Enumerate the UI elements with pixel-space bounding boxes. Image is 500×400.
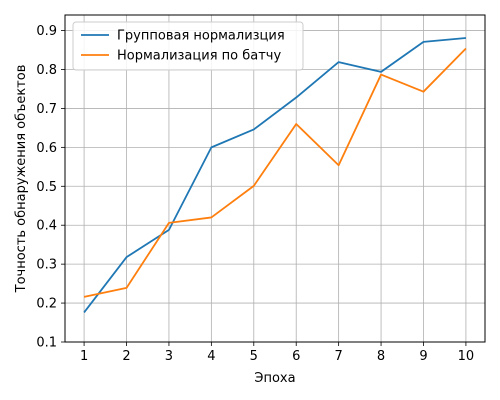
x-tick-label: 3 bbox=[165, 349, 173, 364]
y-tick-label: 0.3 bbox=[36, 258, 57, 273]
y-tick-label: 0.8 bbox=[36, 63, 57, 78]
x-axis-label: Эпоха bbox=[254, 371, 295, 386]
plot-area-frame bbox=[64, 14, 486, 343]
x-tick-label: 6 bbox=[292, 349, 300, 364]
series-lines bbox=[83, 37, 467, 313]
y-tick-label: 0.9 bbox=[36, 24, 57, 39]
legend-label-2: Нормализация по батчу bbox=[117, 49, 281, 64]
y-axis-label: Точность обнаружения объектов bbox=[14, 65, 29, 294]
x-axis-ticks: 1 2 3 4 5 6 7 8 9 10 bbox=[80, 342, 474, 364]
x-tick-label: 1 bbox=[80, 349, 88, 364]
x-tick-label: 7 bbox=[334, 349, 342, 364]
y-tick-label: 0.7 bbox=[36, 102, 57, 117]
legend: Групповая нормализция Нормализация по бат… bbox=[72, 21, 304, 71]
x-tick-label: 9 bbox=[419, 349, 427, 364]
x-tick-label: 2 bbox=[122, 349, 130, 364]
y-tick-label: 0.5 bbox=[36, 180, 57, 195]
series-line-1 bbox=[83, 37, 466, 313]
legend-label-1: Групповая нормализция bbox=[117, 29, 285, 44]
x-tick-label: 8 bbox=[377, 349, 385, 364]
y-tick-label: 0.6 bbox=[36, 141, 57, 156]
x-tick-label: 10 bbox=[458, 349, 475, 364]
legend-box bbox=[72, 21, 304, 71]
y-tick-label: 0.4 bbox=[36, 219, 57, 234]
y-axis-ticks: 0.1 0.2 0.3 0.4 0.5 0.6 0.7 0.8 0.9 bbox=[36, 24, 65, 351]
y-tick-label: 0.2 bbox=[36, 297, 57, 312]
y-tick-label: 0.1 bbox=[36, 336, 57, 351]
x-tick-label: 5 bbox=[250, 349, 258, 364]
x-tick-label: 4 bbox=[207, 349, 215, 364]
series-line-2 bbox=[83, 47, 467, 298]
